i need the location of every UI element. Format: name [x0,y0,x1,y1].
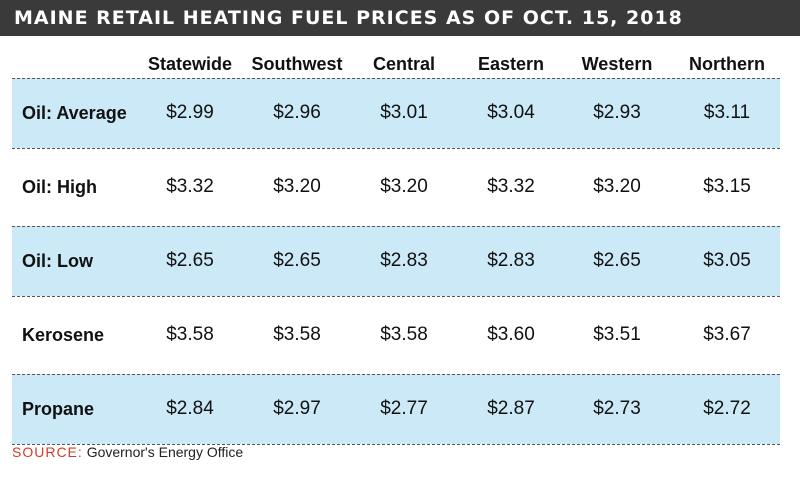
table-cell: $2.97 [273,398,321,419]
row-divider [12,148,780,149]
table-cell: $2.84 [166,398,214,419]
table-row: Oil: Low $2.65 $2.65 $2.83 $2.83 $2.65 $3.05 [12,226,780,296]
column-header: Western [581,54,653,74]
table-cell: $3.20 [593,176,641,197]
table-row: Oil: High $3.32 $3.20 $3.20 $3.32 $3.20 $3.15 [12,152,780,222]
row-divider [12,78,780,79]
table-cell: $3.20 [273,176,321,197]
source-note: SOURCE: Governor's Energy Office [12,444,243,460]
column-header: Statewide [147,54,233,74]
table-cell: $3.04 [487,102,535,123]
column-header: Central [372,54,435,74]
table-cell: $3.67 [703,324,751,345]
table-cell: $3.20 [380,176,428,197]
row-divider [12,296,780,297]
table-cell: $2.65 [593,250,641,271]
column-header: Southwest [251,54,343,74]
table-cell: $3.32 [166,176,214,197]
row-label: Oil: High [22,177,97,197]
table-cell: $2.93 [593,102,641,123]
source-text: Governor's Energy Office [86,444,244,460]
table-row: Propane $2.84 $2.97 $2.77 $2.87 $2.73 $2.72 [12,374,780,444]
table-cell: $3.60 [487,324,535,345]
table-cell: $2.96 [273,102,321,123]
column-header: Eastern [477,54,545,74]
table-row: Kerosene $3.58 $3.58 $3.58 $3.60 $3.51 $3.67 [12,300,780,370]
table-cell: $3.15 [703,176,751,197]
table-cell: $2.83 [487,250,535,271]
table-title: MAINE RETAIL HEATING FUEL PRICES AS OF O… [14,7,683,29]
source-label: SOURCE: [12,444,83,460]
table-cell: $3.58 [380,324,428,345]
table-row: Oil: Average $2.99 $2.96 $3.01 $3.04 $2.93 $3.… [12,78,780,148]
table-cell: $3.32 [487,176,535,197]
table-cell: $2.65 [273,250,321,271]
row-label: Oil: Low [22,251,93,271]
table-cell: $2.87 [487,398,535,419]
table-cell: $3.11 [703,102,751,123]
table-cell: $2.99 [166,102,214,123]
table-cell: $3.58 [166,324,214,345]
row-divider [12,226,780,227]
table-cell: $3.05 [703,250,751,271]
row-divider [12,374,780,375]
table-cell: $3.58 [273,324,321,345]
table-cell: $2.65 [166,250,214,271]
table-cell: $3.01 [380,102,428,123]
row-label: Propane [22,399,95,419]
row-divider [12,444,780,445]
table-cell: $2.83 [380,250,428,271]
table-cell: $2.72 [703,398,751,419]
table-cell: $2.73 [593,398,641,419]
title-bar: MAINE RETAIL HEATING FUEL PRICES AS OF O… [0,0,800,36]
table-cell: $3.51 [593,324,641,345]
row-label: Oil: Average [22,103,127,123]
column-header: Northern [689,54,765,74]
table-cell: $2.77 [380,398,428,419]
row-label: Kerosene [22,325,105,345]
